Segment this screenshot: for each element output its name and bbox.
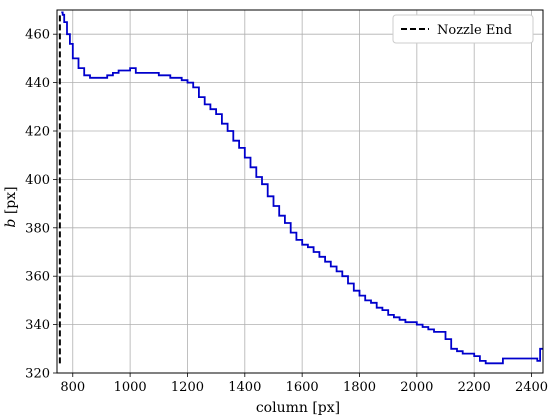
- y-axis-label-unit: [px]: [3, 186, 19, 218]
- y-tick-label: 360: [25, 270, 50, 285]
- x-axis-label: column [px]: [256, 400, 340, 416]
- series-line: [61, 11, 543, 365]
- y-tick-label: 320: [25, 367, 50, 382]
- y-axis-label: b [px]: [3, 186, 19, 227]
- y-tick-label: 380: [25, 221, 50, 236]
- x-tick-label: 1400: [228, 380, 261, 395]
- legend-label-nozzle-end: Nozzle End: [437, 23, 512, 38]
- y-axis-label-var: b: [3, 219, 19, 228]
- y-tick-label: 420: [25, 125, 50, 140]
- x-tick-label: 1200: [171, 380, 204, 395]
- x-tick-label: 2400: [515, 380, 548, 395]
- legend: Nozzle End: [392, 14, 534, 44]
- x-tick-label: 1600: [286, 380, 319, 395]
- y-tick-label: 460: [25, 28, 50, 43]
- ticks: 800 1000 1200 1400 1600 1800 2000 2200 2400 320 34…: [25, 28, 548, 395]
- y-tick-label: 400: [25, 173, 50, 188]
- grid: [57, 10, 543, 374]
- x-tick-label: 2000: [400, 380, 433, 395]
- legend-box: [392, 14, 534, 44]
- x-tick-label: 800: [60, 380, 85, 395]
- data-layer: [58, 11, 543, 365]
- plot-frame: [56, 9, 544, 374]
- x-tick-label: 1800: [343, 380, 376, 395]
- x-tick-label: 2200: [458, 380, 491, 395]
- y-tick-label: 340: [25, 318, 50, 333]
- y-tick-label: 440: [25, 76, 50, 91]
- x-tick-label: 1000: [114, 380, 147, 395]
